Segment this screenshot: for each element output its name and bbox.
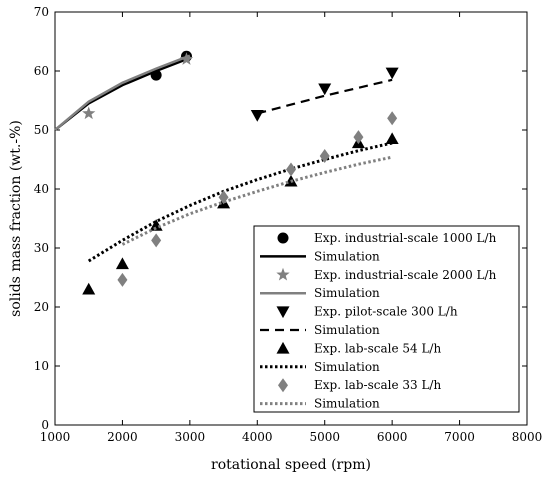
y-tick-label: 60 xyxy=(34,64,49,78)
legend-label: Simulation xyxy=(314,286,380,300)
x-tick-label: 5000 xyxy=(309,430,340,444)
legend-entry-exp-industrial-scale-1000-l-h: Exp. industrial-scale 1000 L/h xyxy=(277,231,497,245)
data-point-diamond xyxy=(319,148,330,163)
x-tick-label: 8000 xyxy=(512,430,543,444)
legend-entry-simulation: Simulation xyxy=(260,286,380,300)
series-line xyxy=(121,155,393,246)
data-point-diamond xyxy=(387,111,398,126)
legend-label: Simulation xyxy=(314,249,380,263)
series-5 xyxy=(250,67,399,122)
y-axis-label: solids mass fraction (wt.-%) xyxy=(8,120,24,317)
x-axis-label: rotational speed (rpm) xyxy=(211,457,371,473)
x-tick-label: 3000 xyxy=(175,430,206,444)
data-point-diamond xyxy=(117,272,128,287)
data-point-triangle-up xyxy=(385,132,399,145)
data-point-triangle-up xyxy=(115,257,129,270)
x-tick-label: 6000 xyxy=(377,430,408,444)
legend-entry-exp-pilot-scale-300-l-h: Exp. pilot-scale 300 L/h xyxy=(276,305,458,319)
series-6 xyxy=(257,78,393,115)
legend-marker-star xyxy=(276,267,290,281)
x-tick-label: 7000 xyxy=(444,430,475,444)
series-line xyxy=(87,141,393,263)
series-line xyxy=(54,56,191,131)
legend-entry-simulation: Simulation xyxy=(260,397,380,411)
y-tick-label: 50 xyxy=(34,123,49,137)
series-4 xyxy=(54,54,191,131)
x-tick-label: 4000 xyxy=(242,430,273,444)
data-point-star xyxy=(179,52,194,65)
y-tick-label: 40 xyxy=(34,182,49,196)
y-tick-label: 20 xyxy=(34,300,49,314)
y-tick-label: 30 xyxy=(34,241,49,255)
legend-marker-triangle-up xyxy=(276,341,290,354)
legend-entry-exp-lab-scale-33-l-h: Exp. lab-scale 33 L/h xyxy=(278,378,441,393)
legend-label: Exp. lab-scale 54 L/h xyxy=(314,341,441,355)
legend-label: Exp. lab-scale 33 L/h xyxy=(314,378,441,392)
legend-marker-diamond xyxy=(278,378,288,393)
legend-marker-triangle-down xyxy=(276,306,290,319)
y-tick-label: 10 xyxy=(34,359,49,373)
data-point-diamond xyxy=(218,190,229,205)
legend-entry-simulation: Simulation xyxy=(260,323,380,337)
legend-label: Exp. industrial-scale 2000 L/h xyxy=(314,268,497,282)
x-tick-label: 2000 xyxy=(107,430,138,444)
series-line xyxy=(257,78,393,115)
data-point-star xyxy=(82,106,96,120)
series-9 xyxy=(117,111,398,287)
data-point-diamond xyxy=(353,130,364,145)
plot-frame xyxy=(54,11,528,426)
axis-ticks: 1000 2000 3000 4000 5000 6000 7000 8000 0 10 20 30 4… xyxy=(34,5,543,444)
series-layer xyxy=(54,50,399,295)
legend-entry-exp-industrial-scale-2000-l-h: Exp. industrial-scale 2000 L/h xyxy=(276,267,497,282)
legend-label: Simulation xyxy=(314,397,380,411)
y-tick-label: 0 xyxy=(41,418,49,432)
data-point-triangle-up xyxy=(82,282,96,295)
series-8 xyxy=(87,141,393,263)
legend-entry-exp-lab-scale-54-l-h: Exp. lab-scale 54 L/h xyxy=(276,341,441,355)
data-point-diamond xyxy=(286,162,296,177)
data-point-triangle-down xyxy=(385,67,399,80)
data-point-diamond xyxy=(151,233,162,248)
legend-label: Exp. industrial-scale 1000 L/h xyxy=(314,231,497,245)
legend-marker-circle xyxy=(277,232,289,244)
y-tick-label: 70 xyxy=(34,5,49,19)
legend-entry-simulation: Simulation xyxy=(260,360,380,374)
legend-label: Exp. pilot-scale 300 L/h xyxy=(314,305,458,319)
x-tick-label: 1000 xyxy=(40,430,71,444)
series-2 xyxy=(54,56,191,131)
legend-entry-simulation: Simulation xyxy=(260,249,380,263)
legend: Exp. industrial-scale 1000 L/h Simulation… xyxy=(253,225,520,413)
series-line xyxy=(54,54,191,131)
legend-label: Simulation xyxy=(314,323,380,337)
data-point-triangle-down xyxy=(318,83,332,96)
series-3 xyxy=(82,52,194,120)
legend-label: Simulation xyxy=(314,360,380,374)
series-10 xyxy=(121,155,393,246)
